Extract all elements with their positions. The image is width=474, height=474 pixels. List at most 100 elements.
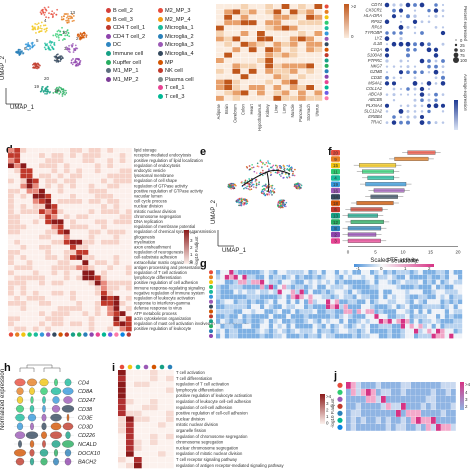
dot-mark xyxy=(441,70,445,74)
heatmap-cell xyxy=(334,319,339,324)
heatmap-cell xyxy=(134,393,142,399)
heatmap-cell xyxy=(352,319,357,324)
violin xyxy=(14,431,26,439)
heatmap-cell xyxy=(70,178,76,184)
heatmap-cell xyxy=(76,290,83,296)
heatmap-cell xyxy=(32,234,39,240)
heatmap-cell xyxy=(57,209,64,214)
umap-point xyxy=(65,19,68,22)
heatmap-cell xyxy=(76,204,83,209)
umap-point xyxy=(74,60,77,62)
legend-item: Immune cell xyxy=(106,51,143,59)
heatmap-cell xyxy=(348,309,353,314)
umap-point xyxy=(255,179,258,181)
umap-point xyxy=(31,28,34,31)
heatmap-cell xyxy=(8,199,14,204)
umap-point xyxy=(72,61,75,64)
heatmap-cell xyxy=(142,399,150,405)
heatmap-cell xyxy=(406,396,411,403)
heatmap-cell xyxy=(440,314,445,319)
heatmap-cell xyxy=(411,389,416,396)
heatmap-cell xyxy=(82,301,89,306)
heatmap-cell xyxy=(82,193,89,199)
heatmap-cell xyxy=(39,199,45,204)
umap-point xyxy=(257,165,260,168)
heatmap-cell xyxy=(125,260,132,265)
heatmap-cell xyxy=(125,193,132,199)
heatmap-cell xyxy=(334,284,339,290)
heatmap-cell xyxy=(26,178,33,184)
umap-point xyxy=(272,168,274,171)
heatmap-cell xyxy=(32,250,39,255)
heatmap-cell xyxy=(317,314,322,319)
heatmap-cell xyxy=(436,328,441,334)
go-term-label: cell-substrate adhesion xyxy=(134,255,178,260)
violin xyxy=(15,457,25,466)
heatmap-cell xyxy=(277,274,282,280)
go-term-label: receptor-mediated endocytosis xyxy=(134,153,191,158)
heatmap-cell xyxy=(449,284,454,290)
umap-point xyxy=(284,173,287,175)
heatmap-cell xyxy=(45,158,52,163)
heatmap-cell xyxy=(119,204,126,209)
umap-point xyxy=(256,162,259,165)
heatmap-cell xyxy=(453,333,458,339)
dot-mark xyxy=(413,98,417,102)
heatmap-cell xyxy=(356,424,361,431)
heatmap-cell xyxy=(57,250,64,255)
cluster-number: 13 xyxy=(333,214,339,219)
heatmap-cell xyxy=(107,260,114,265)
heatmap-cell xyxy=(150,451,158,457)
heatmap-cell xyxy=(449,319,454,324)
heatmap-cell xyxy=(306,25,314,31)
heatmap-cell xyxy=(260,328,265,334)
heatmap-cell xyxy=(273,58,282,63)
heatmap-cell xyxy=(158,462,166,469)
heatmap-cell xyxy=(88,301,95,306)
heatmap-cell xyxy=(289,25,298,31)
heatmap-cell xyxy=(446,417,451,424)
heatmap-cell xyxy=(326,328,331,334)
heatmap-cell xyxy=(113,229,120,235)
umap-point xyxy=(46,85,49,88)
heatmap-cell xyxy=(220,328,225,334)
heatmap-cell xyxy=(70,316,76,322)
heatmap-cell xyxy=(76,260,83,265)
cluster-dot xyxy=(33,332,38,337)
heatmap-cell xyxy=(119,270,126,276)
heatmap-cell xyxy=(94,244,101,250)
umap-point xyxy=(270,192,272,194)
heatmap-cell xyxy=(94,163,101,169)
heatmap-cell xyxy=(94,290,101,296)
umap-point xyxy=(270,190,273,193)
heatmap-cell xyxy=(45,285,52,291)
heatmap-cell xyxy=(119,239,126,245)
heatmap-cell xyxy=(273,25,282,31)
cluster-dot xyxy=(135,364,141,370)
umap-point xyxy=(56,89,59,92)
heatmap-cell xyxy=(414,323,419,329)
umap-point xyxy=(66,34,69,36)
heatmap-cell xyxy=(26,224,33,230)
heatmap-cell xyxy=(26,199,33,204)
heatmap-cell xyxy=(94,306,101,311)
heatmap-cell xyxy=(396,294,401,300)
dot-mark xyxy=(441,26,445,29)
legend-item: Microglia_1 xyxy=(158,25,194,33)
dot-mark xyxy=(385,43,389,46)
heatmap-cell xyxy=(351,424,356,431)
umap-point xyxy=(238,198,241,200)
heatmap-cell xyxy=(248,95,257,101)
heatmap-cell xyxy=(326,304,331,309)
heatmap-cell xyxy=(306,90,314,96)
heatmap-cell xyxy=(101,270,107,276)
heatmap-cell xyxy=(57,260,64,265)
heatmap-cell xyxy=(126,445,134,451)
dot-mark xyxy=(392,87,396,91)
violin xyxy=(29,387,35,395)
heatmap-cell xyxy=(32,285,39,291)
heatmap-cell xyxy=(251,294,256,300)
heatmap-cell xyxy=(76,250,83,255)
heatmap-cell xyxy=(371,417,376,424)
legend-swatch xyxy=(158,25,163,31)
